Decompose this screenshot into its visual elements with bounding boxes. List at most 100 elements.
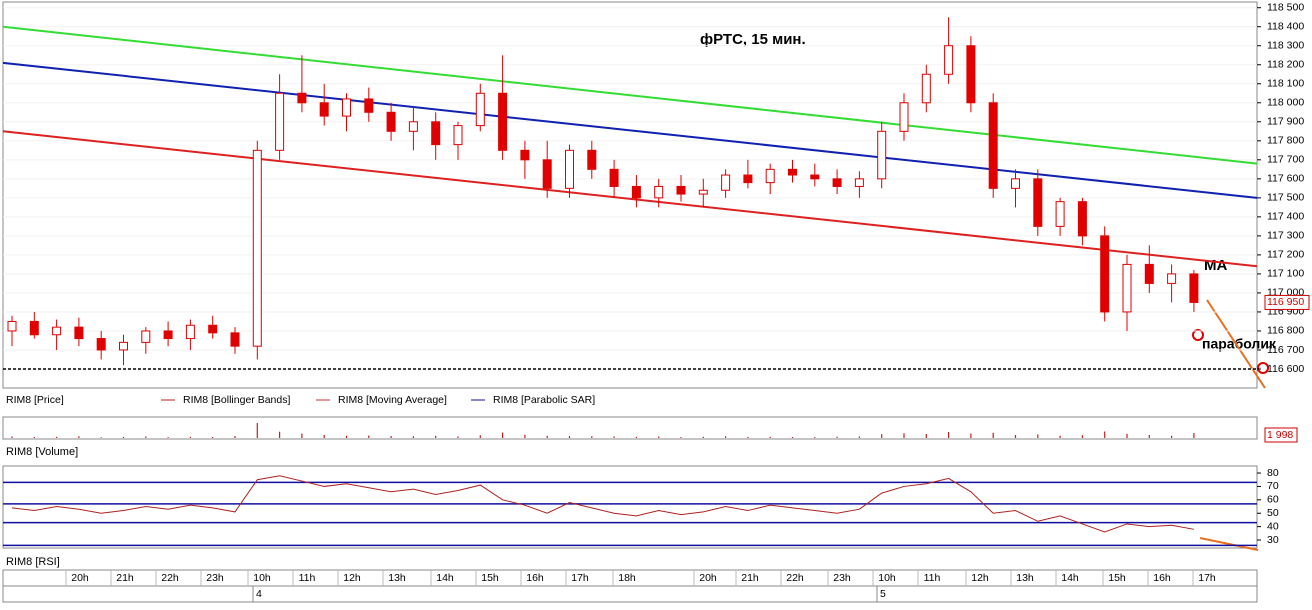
volume-bar [903,433,905,438]
volume-bar [323,435,325,438]
legend-label: RIM8 [Bollinger Bands] [183,394,290,406]
volume-bar [769,436,771,438]
arrow [1206,299,1266,389]
volume-bar [992,432,994,438]
legend-label: RIM8 [Price] [6,394,64,406]
y-tick-label: 40 [1267,520,1279,532]
volume-bar [122,436,125,438]
time-label: 12h [343,572,361,584]
candle-body [230,332,240,347]
y-tick-label: 116 700 [1267,344,1304,356]
time-label: 22h [786,572,804,584]
time-label: 22h [161,572,179,584]
candle-body [431,121,441,146]
candle-body [252,149,262,347]
time-label: 14h [436,572,454,584]
candle-body [1011,178,1020,189]
y-tick-label: 60 [1267,494,1279,506]
panel-label: RIM8 [Volume] [6,446,78,458]
panel-label: RIM8 [RSI] [6,556,60,568]
time-label: 21h [741,572,759,584]
volume-bar [212,437,214,438]
volume-bar [1193,433,1195,438]
volume-bar [747,436,749,438]
volume-bar [591,436,593,438]
volume-bar [524,434,526,438]
volume-bar [635,436,637,438]
chart-title: фРТС, 15 мин. [700,31,806,48]
volume-bar [881,434,883,438]
volume-bar [189,436,191,438]
volume-bar [970,433,972,438]
candle-body [96,338,106,351]
candle-body [185,324,195,340]
candle-body [609,168,619,187]
arrow [1199,537,1259,551]
volume-bar [1104,431,1106,438]
candle-body [631,185,641,199]
time-label: 17h [1198,572,1216,584]
candle-body [1077,201,1087,237]
candle-body [342,98,351,117]
candle-body [899,102,909,132]
y-tick-label: 30 [1267,534,1279,546]
volume-bar [702,436,704,438]
candle-body [408,121,418,132]
marker-circle [1257,362,1269,374]
y-tick-label: 117 900 [1267,116,1304,128]
candle-body [832,178,842,187]
volume-bar [145,436,147,438]
volume-bar [1126,433,1128,438]
current-value-box [1264,294,1310,310]
candle-body [1167,273,1177,284]
candle-body [921,73,931,104]
candle-body [788,168,797,176]
volume-bar [1037,434,1039,438]
y-tick-label: 116 800 [1267,325,1304,337]
candle-body [654,185,664,199]
time-label: 16h [1153,572,1171,584]
legend-label: RIM8 [Parabolic SAR] [493,394,595,406]
time-label: 18h [618,572,636,584]
price-panel [2,1,1258,389]
volume-bar [1059,435,1061,438]
y-tick-label: 117 400 [1267,211,1304,223]
annotation: параболик [1202,336,1277,352]
trend-line [2,25,1258,165]
candle-body [141,330,151,343]
candle-body [498,92,508,151]
y-tick-label: 117 700 [1267,154,1304,166]
candle-body [163,330,173,340]
y-tick-label: 117 100 [1267,268,1304,280]
volume-bar [836,436,838,438]
y-tick-label: 117 800 [1267,135,1304,147]
candle-body [208,324,218,334]
candle-body [386,111,396,132]
volume-bar [56,436,58,438]
volume-bar [1171,435,1173,438]
candle-body [52,326,62,336]
current-value: 116 950 [1267,296,1304,308]
candle-body [1122,263,1132,313]
time-label: 13h [388,572,406,584]
y-tick-label: 117 600 [1267,173,1304,185]
volume-bar [502,432,504,438]
volume-bar [1014,435,1017,438]
time-label: 23h [833,572,851,584]
volume-bar [658,436,660,438]
y-tick-label: 118 100 [1267,78,1304,90]
time-label: 14h [1061,572,1079,584]
volume-bar [279,431,281,438]
y-tick-label: 118 500 [1267,1,1304,13]
time-label: 16h [526,572,544,584]
volume-bar [11,436,13,438]
candle-body [119,341,128,351]
volume-bar [457,436,459,438]
candle-body [698,189,708,195]
volume-bar [100,437,102,438]
candle-body [966,45,976,104]
candle-body [810,174,820,180]
volume-bar [1081,435,1083,438]
